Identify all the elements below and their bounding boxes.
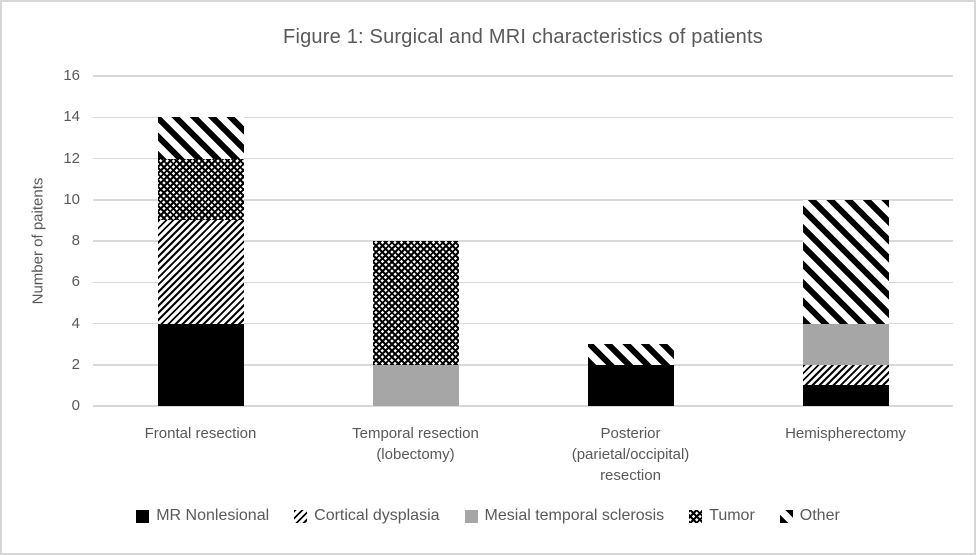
legend-label: Tumor — [709, 507, 755, 524]
x-axis-category-label-text: Posterior (parietal/occipital) resection — [571, 425, 690, 484]
x-axis-category-label: Posterior (parietal/occipital) resection — [523, 423, 738, 486]
y-tick-label: 6 — [71, 273, 80, 291]
legend: MR Nonlesional Cortical dysplasia Mesial t… — [2, 507, 974, 525]
legend-swatch-diagonal-up-fine — [294, 509, 308, 523]
gridline — [93, 322, 953, 325]
legend-swatch-solid-gray — [464, 509, 478, 523]
legend-label: Cortical dysplasia — [314, 507, 440, 524]
legend-item: Mesial temporal sclerosis — [464, 507, 665, 525]
gridline — [93, 240, 953, 242]
bar-segment — [157, 323, 244, 406]
gridline — [93, 75, 953, 77]
bar-segment — [157, 117, 244, 159]
x-axis-category-label-text: Temporal resection (lobectomy) — [352, 425, 479, 463]
bar-segment — [802, 323, 889, 365]
legend-item: Tumor — [689, 507, 755, 525]
legend-swatch-crosshatch — [689, 509, 703, 523]
x-axis-category-label: Temporal resection (lobectomy) — [308, 423, 523, 465]
bar-segment — [157, 220, 244, 324]
gridline — [93, 364, 953, 366]
legend-swatch-solid-black — [136, 509, 150, 523]
y-tick-label: 14 — [63, 108, 80, 126]
legend-label: Mesial temporal sclerosis — [484, 507, 665, 524]
x-axis-category-label: Frontal resection — [93, 423, 308, 444]
bar-segment — [587, 344, 674, 365]
gridline — [93, 116, 953, 118]
chart-title: Figure 1: Surgical and MRI characteristi… — [283, 26, 763, 48]
y-tick-label: 12 — [63, 149, 80, 167]
plot-area — [93, 75, 953, 407]
legend-label: Other — [799, 507, 840, 524]
bar-segment — [802, 364, 889, 386]
bar-segment — [802, 199, 889, 324]
x-axis-category-label-text: Hemispherectomy — [785, 425, 906, 442]
bar-segment — [802, 385, 889, 406]
y-tick-label: 16 — [63, 67, 80, 84]
x-axis-category-label: Hemispherectomy — [738, 423, 953, 444]
gridline — [93, 281, 953, 283]
y-tick-label: 10 — [63, 190, 80, 208]
y-tick-label: 0 — [71, 397, 80, 414]
y-tick-label: 2 — [71, 355, 80, 373]
legend-item: Cortical dysplasia — [294, 507, 440, 525]
gridline — [93, 405, 953, 407]
bar-segment — [587, 364, 674, 406]
legend-item: Other — [779, 507, 840, 525]
bar-segment — [157, 158, 244, 221]
y-tick-label: 8 — [71, 232, 80, 249]
gridline — [93, 199, 953, 201]
gridline — [93, 157, 953, 160]
legend-label: MR Nonlesional — [156, 507, 270, 524]
x-axis-category-label-text: Frontal resection — [144, 425, 257, 442]
legend-item: MR Nonlesional — [136, 507, 269, 525]
y-tick-label: 4 — [71, 314, 80, 332]
bar-segment — [372, 241, 459, 365]
legend-swatch-diagonal-down-bold — [779, 509, 793, 523]
bar-segment — [372, 364, 459, 406]
